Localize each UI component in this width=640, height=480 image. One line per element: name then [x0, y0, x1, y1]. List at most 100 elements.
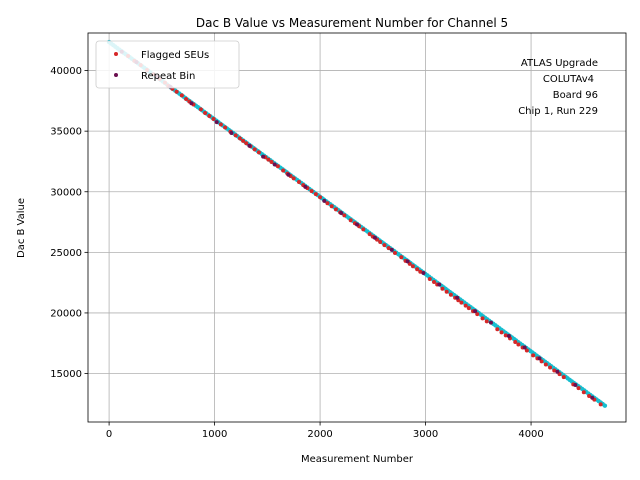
repeat-bin-point [522, 345, 527, 350]
flagged-seus-point [499, 330, 504, 335]
flagged-seus-point [329, 204, 334, 209]
flagged-seus-point [207, 114, 212, 119]
flagged-seus-point [561, 375, 566, 380]
flagged-seus-point [503, 333, 508, 338]
legend-box [95, 40, 240, 89]
flagged-seus-point [233, 133, 238, 138]
flagged-seus-point [237, 136, 242, 141]
repeat-bin-point [488, 320, 493, 325]
y-axis-label: Dac B Value [16, 198, 27, 258]
y-tick-label: 40000 [50, 66, 82, 77]
y-tick-label: 15000 [50, 369, 82, 380]
flagged-seus-point [399, 255, 404, 260]
repeat-bin-point [286, 172, 291, 177]
flagged-seus-point [440, 286, 445, 291]
repeat-bin-point [405, 259, 410, 264]
y-tick-label: 35000 [50, 127, 82, 138]
plot-area [87, 32, 627, 423]
x-tick-label: 0 [106, 429, 112, 440]
flagged-seus-point [211, 117, 216, 122]
flagged-seus-point [463, 303, 468, 308]
flagged-seus-point [361, 227, 366, 232]
y-tick-label: 25000 [50, 248, 82, 259]
data-point [602, 403, 608, 408]
repeat-bin-point [322, 198, 327, 203]
chart-title: Dac B Value vs Measurement Number for Ch… [196, 16, 508, 30]
flagged-seus-point [415, 267, 420, 272]
repeat-bin-point [272, 162, 277, 167]
legend-label-repeat-bin: Repeat Bin [141, 71, 195, 82]
legend-label-flagged-seus: Flagged SEUs [141, 50, 209, 61]
repeat-bin-point [261, 154, 266, 159]
repeat-bin-point [355, 222, 359, 227]
flagged-seus-point [333, 207, 338, 212]
flagged-seus-point [269, 160, 274, 165]
flagged-seus-point [382, 243, 387, 248]
flagged-seus-point [427, 277, 432, 282]
flagged-seus-point [448, 292, 453, 297]
annotation-line-3: Board 96 [553, 90, 598, 101]
flagged-seus-point [252, 147, 257, 152]
flagged-seus-point [318, 195, 323, 200]
flagged-seus-point [309, 189, 314, 194]
flagged-seus-point [174, 89, 179, 94]
flagged-seus-point [241, 138, 246, 143]
plot-frame [87, 32, 627, 423]
flagged-seus-point [513, 340, 518, 345]
flagged-seus-point [325, 201, 330, 206]
flagged-seus-point [587, 393, 592, 398]
x-tick-label: 1000 [202, 429, 227, 440]
annotation-line-2: COLUTAv4 [543, 74, 594, 85]
flagged-seus-point [548, 365, 553, 370]
repeat-bin-point [573, 383, 578, 388]
legend-marker-flagged-seus [114, 52, 118, 56]
flagged-seus-point [313, 192, 318, 197]
flagged-seus-point [552, 368, 557, 373]
flagged-seus-point [223, 125, 228, 130]
flagged-seus-point [495, 327, 500, 332]
flagged-seus-point [516, 342, 521, 347]
flagged-seus-point [218, 122, 223, 127]
flagged-seus-point [480, 316, 485, 321]
flagged-seus-point [484, 319, 489, 324]
flagged-seus-point [543, 362, 548, 367]
flagged-seus-point [576, 386, 581, 391]
flagged-seus-point [291, 176, 296, 181]
flagged-seus-point [418, 269, 423, 274]
repeat-bin-point [189, 101, 194, 106]
y-tick-label: 20000 [50, 308, 82, 319]
annotation-block: ATLAS Upgrade COLUTAv4 Board 96 Chip 1, … [518, 58, 598, 117]
repeat-bin-point [372, 235, 377, 240]
flagged-seus-point [392, 250, 397, 255]
flagged-seus-point [386, 246, 391, 251]
flagged-seus-point [459, 300, 464, 305]
repeat-bin-point [555, 369, 560, 374]
repeat-bin-point [506, 333, 511, 338]
flagged-seus-point [281, 168, 286, 173]
flagged-seus-point [348, 218, 353, 223]
axis-ticks: 0 1000 2000 3000 4000 15000 20000 25000 30000 350… [50, 66, 544, 440]
repeat-bin-point [590, 395, 595, 400]
flagged-seus-point [266, 157, 271, 162]
y-tick-label: 30000 [50, 187, 82, 198]
x-tick-label: 3000 [413, 429, 438, 440]
repeat-bin-point [229, 130, 234, 135]
repeat-bin-point [389, 247, 394, 252]
flagged-seus-point [367, 232, 372, 237]
flagged-seus-point [296, 180, 301, 185]
annotation-line-4: Chip 1, Run 229 [518, 106, 598, 117]
flagged-seus-point [531, 353, 536, 358]
flagged-seus-point [466, 306, 471, 311]
flagged-seus-point [410, 264, 415, 269]
flagged-seus-point [432, 280, 437, 285]
repeat-bin-point [247, 143, 252, 148]
flagged-seus-point [539, 359, 544, 364]
repeat-bin-point [455, 295, 460, 300]
repeat-bin-point [339, 210, 344, 215]
annotation-line-1: ATLAS Upgrade [521, 58, 598, 69]
repeat-bin-point [421, 270, 426, 275]
legend: Flagged SEUs Repeat Bin [95, 40, 240, 89]
flagged-seus-point [256, 150, 261, 155]
flagged-seus-point [524, 348, 529, 353]
